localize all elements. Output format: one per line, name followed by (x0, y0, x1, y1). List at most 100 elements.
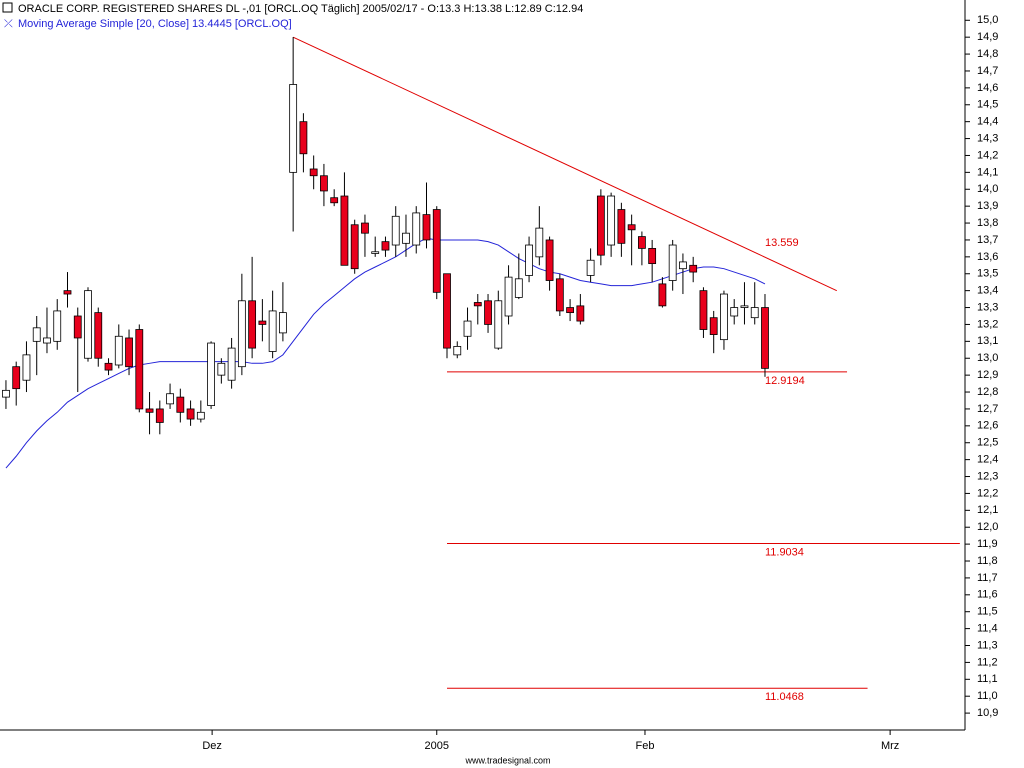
y-tick-label: 14,3 (977, 132, 998, 144)
y-tick-label: 12,6 (977, 420, 998, 432)
candle-body (648, 248, 657, 265)
level-label: 11.0468 (765, 691, 804, 703)
y-tick-label: 12,0 (977, 521, 998, 533)
x-tick-label: Feb (635, 740, 654, 752)
candle-body (227, 347, 236, 381)
candle-body (22, 354, 31, 381)
candle-body (330, 197, 339, 204)
x-tick-label: Dez (202, 740, 222, 752)
candle-body (514, 278, 523, 298)
candle-body (484, 300, 492, 325)
candle-body (596, 195, 605, 256)
trend-line (292, 36, 837, 292)
candle-body (12, 366, 21, 390)
y-tick-label: 13,4 (977, 285, 998, 297)
y-tick-label: 13,8 (977, 217, 998, 229)
candle-body (730, 307, 739, 317)
chart-title: ORACLE CORP. REGISTERED SHARES DL -,01 [… (18, 3, 583, 15)
y-tick-label: 14,1 (977, 166, 998, 178)
candle-body (361, 222, 369, 234)
candle-body (494, 300, 503, 349)
candle-body (186, 408, 195, 420)
candle-body (125, 337, 133, 368)
level-label: 11.9034 (765, 546, 804, 558)
trend-label: 13.559 (765, 237, 799, 249)
candle-body (607, 195, 616, 246)
candle-body (473, 302, 482, 307)
candle-body (412, 212, 421, 246)
y-tick-label: 13,2 (977, 318, 998, 330)
candle-body (350, 224, 359, 270)
candle-body (627, 224, 636, 231)
candle-body (309, 168, 318, 177)
y-tick-label: 14,7 (977, 65, 998, 77)
candle-body (381, 241, 390, 251)
candle-body (525, 244, 533, 276)
candle-body (617, 209, 626, 244)
x-tick-label: Mrz (881, 740, 899, 752)
y-tick-label: 11,0 (977, 690, 998, 702)
candle-body (217, 362, 226, 376)
y-tick-label: 11,9 (977, 538, 998, 550)
title-icon (2, 2, 13, 13)
candle-body (32, 327, 41, 342)
y-tick-label: 12,9 (977, 369, 998, 381)
y-tick-label: 13,3 (977, 301, 998, 313)
y-tick-label: 14,4 (977, 116, 998, 128)
candle-body (463, 320, 472, 337)
legend-entry: Moving Average Simple [20, Close] 13.444… (18, 18, 292, 30)
y-tick-label: 14,8 (977, 48, 998, 60)
candle-body (258, 320, 267, 325)
y-tick-label: 13,0 (977, 352, 998, 364)
candle-body (566, 307, 574, 314)
candle-body (761, 307, 769, 369)
level-label: 12.9194 (765, 375, 805, 387)
candle-body (320, 175, 328, 192)
y-tick-label: 12,2 (977, 487, 998, 499)
candle-body (268, 310, 277, 352)
candle-body (709, 317, 718, 335)
y-tick-label: 15,0 (977, 14, 998, 26)
candle-body (391, 215, 400, 246)
y-tick-label: 11,4 (977, 623, 998, 635)
y-tick-label: 13,6 (977, 251, 998, 263)
candle-body (340, 195, 349, 266)
y-tick-label: 13,5 (977, 268, 998, 280)
candle-body (166, 393, 174, 405)
candle-body (289, 84, 298, 173)
candle-body (545, 239, 554, 281)
candle-body (402, 232, 410, 244)
candle-body (43, 337, 51, 344)
y-tick-label: 13,9 (977, 200, 998, 212)
y-tick-label: 11,3 (977, 639, 998, 651)
candle-body (668, 244, 677, 281)
candle-body (699, 290, 708, 330)
candle-body (432, 209, 441, 293)
y-tick-label: 11,2 (977, 656, 998, 668)
y-tick-label: 12,3 (977, 470, 998, 482)
y-tick-label: 11,6 (977, 589, 998, 601)
candle-body (443, 273, 451, 349)
y-tick-label: 12,8 (977, 386, 998, 398)
candle-body (658, 283, 667, 307)
y-tick-label: 14,5 (977, 99, 998, 111)
y-tick-label: 12,5 (977, 437, 998, 449)
candle-body (555, 278, 564, 312)
candle-body (248, 300, 257, 349)
candle-body (237, 300, 246, 368)
y-tick-label: 11,7 (977, 572, 998, 584)
y-tick-label: 14,2 (977, 149, 998, 161)
y-tick-label: 13,7 (977, 234, 998, 246)
y-tick-label: 13,1 (977, 335, 998, 347)
candle-body (679, 261, 687, 270)
y-tick-label: 11,5 (977, 606, 998, 618)
y-tick-label: 12,7 (977, 403, 998, 415)
candle-body (155, 408, 164, 423)
y-tick-label: 14,6 (977, 82, 998, 94)
candle-body (750, 307, 759, 319)
candle-body (196, 411, 205, 420)
candle-body (586, 259, 595, 276)
candle-body (73, 315, 82, 339)
candle-body (104, 362, 113, 371)
